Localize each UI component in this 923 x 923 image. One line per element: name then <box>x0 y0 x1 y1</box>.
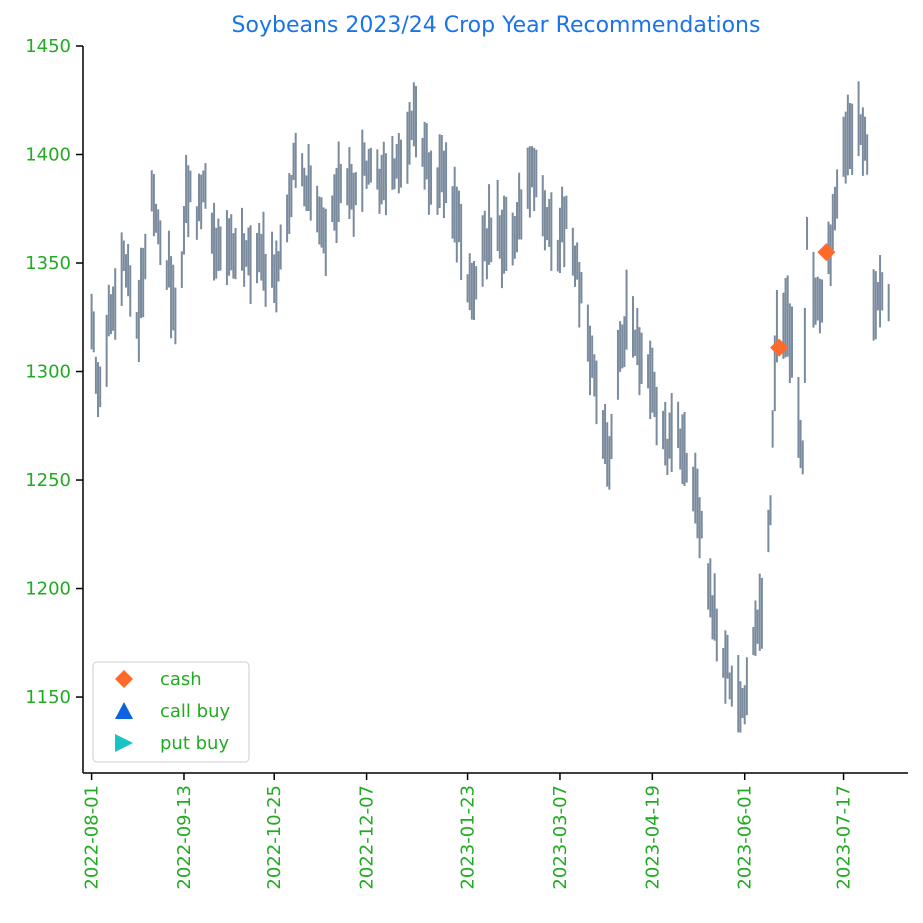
y-tick-label: 1150 <box>25 687 71 708</box>
legend-box <box>92 661 250 763</box>
x-tick-label: 2022-09-13 <box>174 785 195 890</box>
cash-marker <box>770 338 789 357</box>
legend-call-buy-marker <box>115 702 133 719</box>
legend-put-buy-marker <box>115 734 133 752</box>
x-tick-label: 2023-01-23 <box>458 785 479 890</box>
x-tick-label: 2023-04-19 <box>642 785 663 890</box>
y-tick-label: 1250 <box>25 470 71 491</box>
y-tick-label: 1400 <box>25 145 71 166</box>
recommendation-markers <box>770 243 836 357</box>
x-tick-label: 2023-03-07 <box>550 785 571 890</box>
y-axis-ticks: 1150 1200 1250 1300 1350 1400 1450 <box>25 36 83 708</box>
x-tick-label: 2023-07-17 <box>834 785 855 890</box>
legend-put-buy-label: put buy <box>160 733 229 754</box>
y-tick-label: 1200 <box>25 579 71 600</box>
y-tick-label: 1300 <box>25 362 71 383</box>
legend-cash-label: cash <box>160 669 202 690</box>
y-tick-label: 1450 <box>25 36 71 57</box>
chart-title: Soybeans 2023/24 Crop Year Recommendatio… <box>232 13 761 38</box>
x-axis-ticks: 2022-08-01 2022-09-13 2022-10-25 2022-12-07… <box>82 773 855 890</box>
x-tick-label: 2022-10-25 <box>264 785 285 890</box>
legend-cash-marker <box>115 670 133 688</box>
legend-call-buy-label: call buy <box>160 701 230 722</box>
cash-marker <box>817 243 836 262</box>
y-tick-label: 1350 <box>25 253 71 274</box>
price-bars <box>90 81 890 733</box>
x-tick-label: 2022-08-01 <box>82 785 103 890</box>
legend: cash call buy put buy <box>92 661 250 763</box>
x-tick-label: 2022-12-07 <box>357 785 378 890</box>
x-tick-label: 2023-06-01 <box>735 785 756 890</box>
